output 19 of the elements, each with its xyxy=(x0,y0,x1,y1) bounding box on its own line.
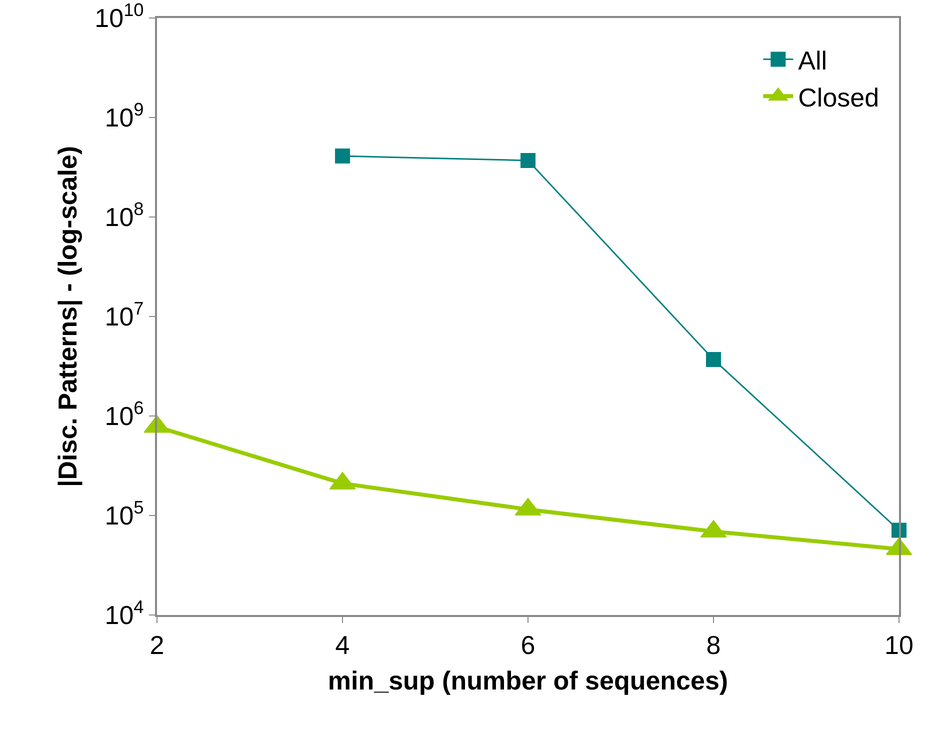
x-tick-label: 10 xyxy=(884,630,914,660)
legend-label: Closed xyxy=(798,82,880,112)
point xyxy=(520,152,536,168)
y-axis-title: |Disc. Patterns| - (log-scale) xyxy=(52,146,83,488)
x-tick-label: 2 xyxy=(150,630,164,660)
y-tick-label: 10$^{7}$ xyxy=(104,298,144,332)
y-tick-label: 10$^{10}$ xyxy=(94,0,144,34)
point xyxy=(706,352,721,367)
legend-label: All xyxy=(798,45,828,76)
x-axis-title: min_sup (number of sequences) xyxy=(328,665,728,696)
y-tick-label: 10$^{8}$ xyxy=(104,199,144,232)
y-tick-label: 10$^{5}$ xyxy=(104,498,144,531)
point xyxy=(335,148,350,164)
y-tick-label: 10$^{9}$ xyxy=(104,100,144,133)
y-tick-label: 10$^{6}$ xyxy=(104,398,144,432)
y-tick-label: 10$^{4}$ xyxy=(104,597,144,630)
x-tick-label: 4 xyxy=(335,630,350,660)
x-tick-label: 8 xyxy=(706,630,721,660)
x-tick-label: 6 xyxy=(520,630,536,660)
